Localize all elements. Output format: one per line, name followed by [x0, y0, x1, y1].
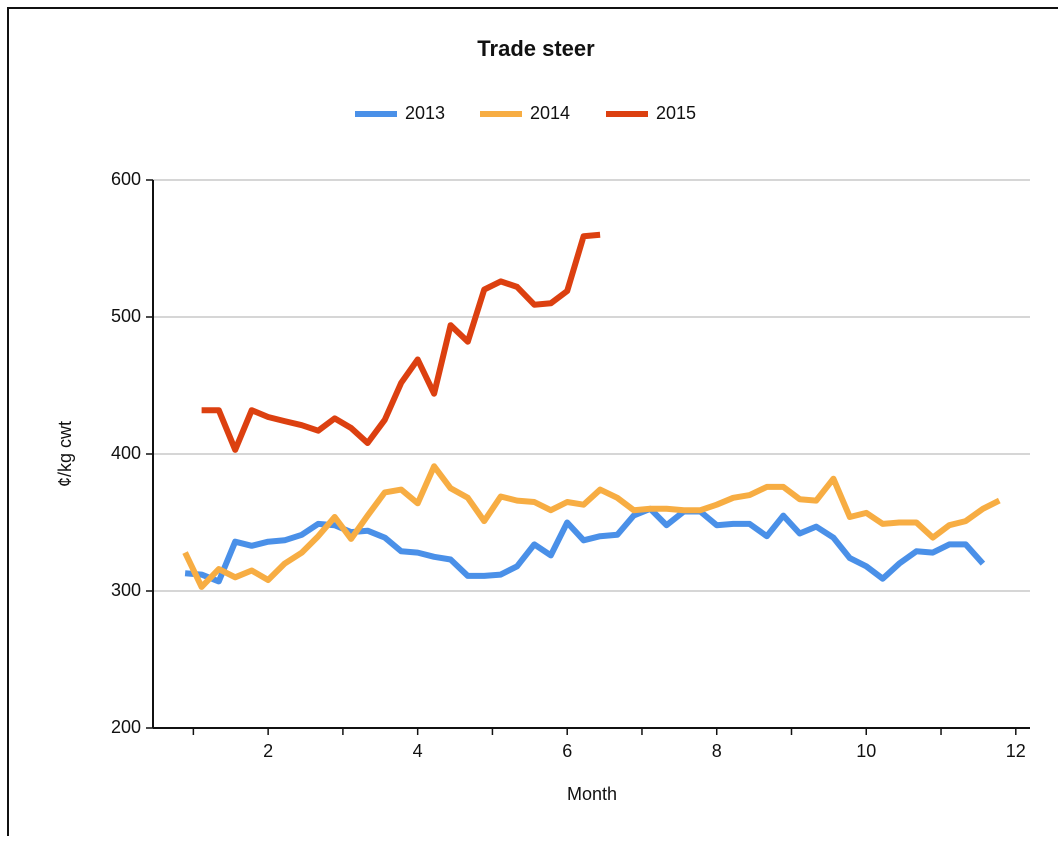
x-axis-label: Month: [567, 784, 617, 804]
y-tick-label: 500: [111, 306, 141, 326]
y-axis-label: ¢/kg cwt: [55, 421, 75, 487]
x-tick-label: 8: [712, 741, 722, 761]
y-tick-label: 200: [111, 717, 141, 737]
y-tick-label: 300: [111, 580, 141, 600]
series-line: [184, 505, 986, 585]
legend-label: 2013: [405, 103, 445, 123]
legend-label: 2014: [530, 103, 570, 123]
chart-title: Trade steer: [477, 36, 595, 61]
y-tick-label: 600: [111, 169, 141, 189]
x-tick-label: 4: [413, 741, 423, 761]
series-line: [201, 231, 601, 453]
x-tick-label: 12: [1006, 741, 1026, 761]
y-tick-label: 400: [111, 443, 141, 463]
legend-label: 2015: [656, 103, 696, 123]
x-tick-label: 2: [263, 741, 273, 761]
frame: [7, 7, 1058, 841]
x-tick-label: 10: [856, 741, 876, 761]
x-tick-label: 6: [562, 741, 572, 761]
series-line: [182, 463, 1001, 590]
